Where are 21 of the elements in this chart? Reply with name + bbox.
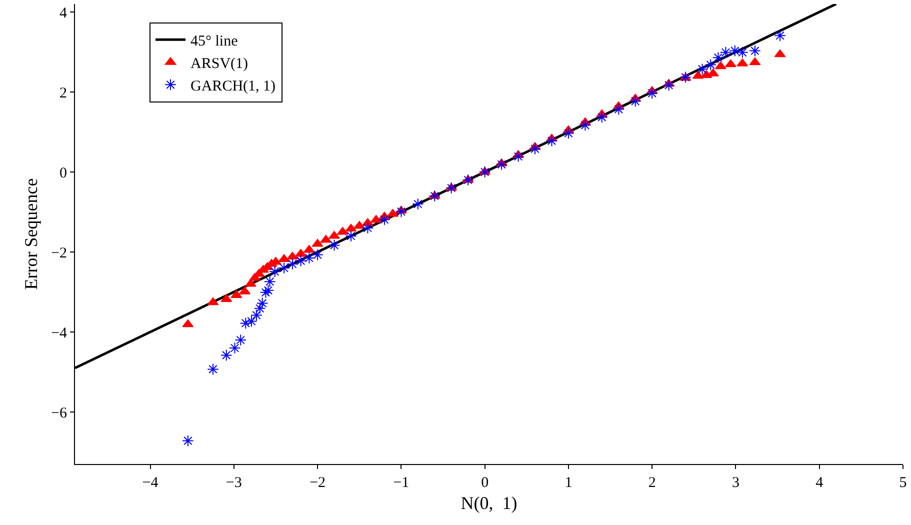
y-tick-label: 0 [60,165,67,182]
x-tick-label: 2 [648,475,656,491]
y-tick-label: −6 [51,405,68,422]
x-tick-label: 5 [899,475,907,491]
x-tick-label: −3 [226,475,242,491]
legend-label: ARSV(1) [190,56,248,72]
y-tick-label: 2 [60,85,67,102]
legend-label: GARCH(1, 1) [190,78,276,94]
y-tick-label: 4 [60,5,68,22]
y-tick-label: −4 [51,325,68,342]
legend-label: 45° line [190,34,238,50]
x-tick-label: 1 [564,475,572,491]
x-axis-title: N(0, 1) [460,493,518,514]
x-tick-label: 0 [481,475,489,491]
x-tick-label: −2 [310,475,326,491]
x-tick-label: −1 [393,475,410,491]
y-tick-label: −2 [51,245,67,262]
y-axis-title: Error Sequence [21,178,42,290]
x-tick-label: 4 [816,475,824,491]
x-tick-label: −4 [142,475,159,491]
x-tick-label: 3 [732,475,740,491]
